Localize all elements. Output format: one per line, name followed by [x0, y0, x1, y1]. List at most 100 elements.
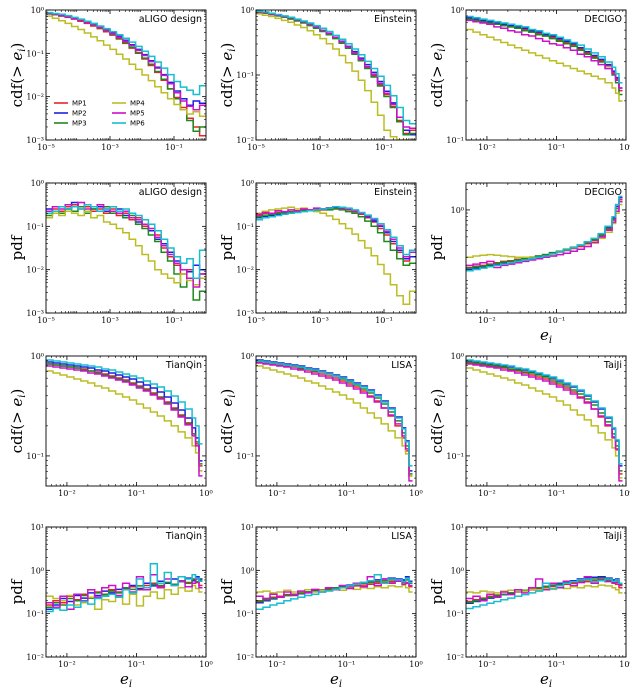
y-tick-label: 10⁰: [451, 206, 464, 215]
subplot-title: LISA: [391, 531, 412, 542]
y-tick-label: 10⁰: [451, 352, 464, 361]
series-MP3: [256, 11, 416, 136]
x-tick-label: 10⁻⁵: [247, 143, 265, 152]
series-MP5: [466, 19, 623, 89]
legend-label-MP6: MP6: [130, 120, 145, 128]
x-tick-label: 10⁻¹: [375, 143, 393, 152]
x-tick-label: 10⁰: [409, 489, 422, 498]
y-tick-label: 10⁰: [241, 352, 254, 361]
y-axis-label: cdf(> ei): [218, 389, 238, 454]
y-tick-label: 10⁻¹: [446, 452, 464, 461]
axes-frame: [255, 526, 417, 658]
series-MP1: [46, 203, 206, 280]
series-MP4: [46, 370, 203, 472]
x-tick-label: 10⁻²: [58, 489, 76, 498]
series-MP6: [46, 563, 203, 613]
x-tick-label: 10⁻⁵: [37, 316, 55, 325]
subplot-title: DECIGO: [584, 14, 622, 25]
y-tick-label: 10⁻³: [26, 136, 44, 145]
series-MP5: [256, 11, 416, 130]
series-MP1: [466, 18, 623, 92]
y-axis-label: cdf(> ei): [8, 389, 28, 454]
x-tick-label: 10⁻²: [478, 660, 496, 669]
series-MP1: [46, 13, 206, 137]
series-MP6: [256, 10, 416, 125]
y-tick-label: 10⁰: [241, 179, 254, 188]
series-MP4: [466, 203, 623, 259]
y-tick-label: 10¹: [241, 523, 254, 532]
y-tick-label: 10⁻²: [26, 93, 44, 102]
x-tick-label: 10⁻¹: [375, 316, 393, 325]
x-tick-label: 10⁻¹: [338, 660, 356, 669]
x-tick-label: 10⁰: [199, 489, 212, 498]
series-MP4: [256, 365, 413, 477]
y-tick-label: 10⁻²: [26, 266, 44, 275]
subplot-p12: 10⁻² 10⁻¹ 10⁰ DECIGO pdf ei: [428, 182, 627, 346]
series-MP4: [256, 13, 416, 140]
axes-frame: [465, 355, 627, 487]
y-tick-label: 10⁰: [451, 6, 464, 15]
y-axis-label: pdf: [218, 234, 236, 260]
series-MP5: [46, 573, 203, 611]
axes-frame: [465, 526, 627, 658]
x-tick-label: 10⁻¹: [165, 143, 183, 152]
y-tick-label: 10⁻³: [236, 309, 254, 318]
x-tick-label: 10⁻¹: [165, 316, 183, 325]
series-MP3: [46, 206, 206, 301]
y-axis-label: cdf(> ei): [8, 43, 28, 108]
y-tick-label: 10⁰: [31, 352, 44, 361]
subplot-title: Einstein: [374, 187, 412, 198]
y-tick-label: 10¹: [451, 523, 464, 532]
subplot-title: Einstein: [374, 14, 412, 25]
series-MP3: [256, 208, 416, 267]
x-tick-label: 10⁻²: [58, 660, 76, 669]
y-tick-label: 10⁻²: [236, 266, 254, 275]
x-tick-label: 10⁻³: [101, 143, 119, 152]
y-tick-label: 10⁰: [31, 6, 44, 15]
series-MP6: [466, 578, 623, 610]
x-tick-label: 10⁰: [199, 660, 212, 669]
legend-label-MP5: MP5: [130, 110, 145, 118]
subplot-title: LISA: [391, 360, 412, 371]
x-tick-label: 10⁻⁵: [247, 316, 265, 325]
axes-frame: [465, 9, 627, 141]
y-tick-label: 10⁻¹: [26, 452, 44, 461]
series-MP5: [466, 363, 623, 482]
series-MP5: [46, 12, 206, 111]
subplot-title: aLIGO design: [139, 14, 202, 25]
series-MP1: [466, 362, 623, 475]
series-MP6: [46, 11, 206, 96]
y-tick-label: 10⁻¹: [236, 452, 254, 461]
axes-frame: [45, 182, 207, 314]
y-tick-label: 10⁻¹: [26, 222, 44, 231]
x-tick-label: 10⁻²: [478, 489, 496, 498]
series-MP1: [256, 11, 416, 135]
subplot-title: TaiJi: [603, 360, 622, 371]
y-axis-label: cdf(> ei): [428, 43, 448, 108]
x-axis-label: ei: [540, 670, 552, 690]
y-tick-label: 10⁻²: [236, 653, 254, 662]
legend-label-MP3: MP3: [72, 120, 87, 128]
subplot-p30: 10⁻² 10⁻¹ 10⁰ 10⁻² 10⁻¹ 10⁰ 10¹ TianQin pdf ei: [8, 523, 213, 690]
x-tick-label: 10⁻²: [268, 660, 286, 669]
series-MP6: [466, 15, 623, 84]
subplot-p22: 10⁻² 10⁻¹ 10⁰ 10⁻¹ 10⁰ TaiJi cdf(> ei): [428, 352, 630, 498]
subplot-p01: 10⁻⁵ 10⁻³ 10⁻¹ 10⁻² 10⁻¹ 10⁰ Einstein cdf(> ei): [218, 6, 417, 152]
y-tick-label: 10⁻¹: [236, 71, 254, 80]
x-tick-label: 10⁻¹: [548, 316, 566, 325]
x-tick-label: 10⁰: [619, 143, 630, 152]
series-MP2: [46, 201, 206, 273]
y-tick-label: 10⁻¹: [26, 610, 44, 619]
subplot-p21: 10⁻² 10⁻¹ 10⁰ 10⁻¹ 10⁰ LISA cdf(> ei): [218, 352, 423, 498]
y-axis-label: pdf: [218, 578, 236, 604]
y-tick-label: 10⁻¹: [236, 610, 254, 619]
series-MP6: [466, 195, 623, 272]
x-axis-label: ei: [540, 326, 552, 346]
x-tick-label: 10⁻²: [478, 316, 496, 325]
y-axis-label: pdf: [8, 234, 26, 260]
subplot-title: TianQin: [165, 360, 202, 371]
y-tick-label: 10⁻²: [26, 653, 44, 662]
